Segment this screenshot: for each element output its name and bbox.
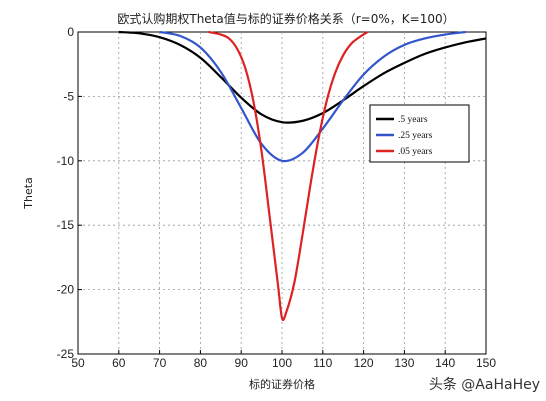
x-axis-label: 标的证券价格	[249, 377, 315, 391]
series-line-2	[159, 30, 466, 163]
y-tick-label: -5	[63, 89, 74, 103]
x-tick-label: 80	[194, 356, 208, 370]
watermark: 头条 @AaHaHey	[429, 376, 540, 393]
x-tick-label: 120	[354, 356, 374, 370]
legend-label-1: .5 years	[398, 115, 428, 125]
y-tick-label: -25	[57, 347, 75, 361]
y-tick-label: -20	[57, 283, 75, 297]
y-tick-label: 0	[67, 25, 74, 39]
x-tick-label: 70	[153, 356, 167, 370]
x-tick-label: 150	[476, 356, 496, 370]
x-tick-label: 110	[313, 356, 332, 370]
legend-box	[369, 104, 470, 163]
axis-ticks: 50 60 70 80 90 100 110 120 130 140 150 0 -5 -10 -15 -20…	[57, 25, 497, 370]
legend: .5 years .25 years .05 years	[369, 104, 470, 163]
x-tick-label: 50	[71, 356, 85, 370]
y-tick-label: -15	[57, 218, 75, 232]
x-tick-label: 60	[112, 356, 126, 370]
y-axis-label: Theta	[22, 177, 35, 210]
legend-label-3: .05 years	[398, 147, 433, 157]
x-tick-label: 90	[235, 356, 249, 370]
legend-label-2: .25 years	[398, 131, 433, 141]
chart-title: 欧式认购期权Theta值与标的证券价格关系（r=0%，K=100）	[117, 11, 454, 26]
y-tick-label: -10	[57, 154, 75, 168]
series-line-1	[118, 30, 487, 124]
series-layer	[118, 30, 487, 322]
x-tick-label: 130	[394, 356, 414, 370]
x-tick-label: 140	[435, 356, 455, 370]
x-tick-label: 100	[272, 356, 292, 370]
series-line-3	[208, 30, 369, 322]
